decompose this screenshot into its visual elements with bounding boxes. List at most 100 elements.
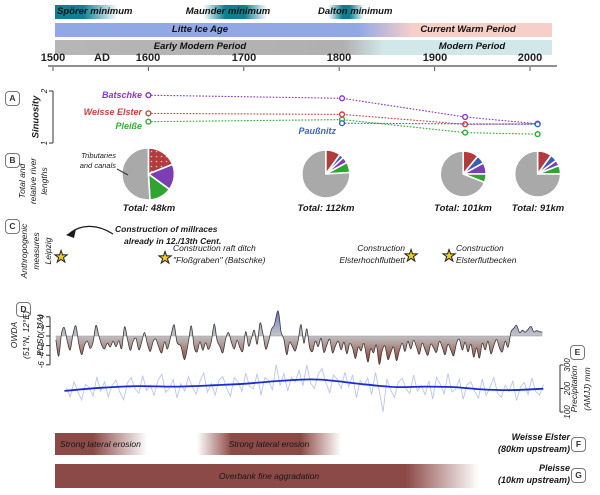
sinuosity-marker bbox=[462, 113, 469, 121]
pie-slice-dots bbox=[148, 147, 173, 174]
pie-total-1930: Total: 101km bbox=[434, 203, 492, 214]
pie-slice-tributaries-and-canals bbox=[121, 147, 151, 201]
sinuosity-marker bbox=[338, 95, 346, 102]
panel-badge-c: C bbox=[5, 219, 20, 234]
sinuosity-line bbox=[341, 122, 539, 125]
event-elsterhochflutbett-line2: Elsterhochflutbett bbox=[339, 255, 405, 265]
dalton-minimum-bar bbox=[328, 4, 364, 19]
series-label-batschke: Batschke bbox=[101, 90, 142, 100]
axis-label-2000: 2000 bbox=[517, 52, 543, 64]
sinuosity-marker bbox=[534, 120, 541, 127]
precipitation-axis-label: Precipitation bbox=[569, 365, 579, 413]
star-icon: ★ bbox=[157, 250, 173, 268]
sinuosity-line bbox=[147, 112, 539, 125]
axis-label-ad: AD bbox=[94, 52, 110, 64]
panel-badge-e: E bbox=[570, 345, 585, 360]
pie-slice-batschke bbox=[325, 156, 348, 175]
series-label-pleisse: Pleiße bbox=[115, 121, 142, 131]
erosion-bar-2-label: Strong lateral erosion bbox=[228, 439, 310, 449]
erosion-bar-1: Strong lateral erosion bbox=[55, 433, 150, 455]
pie-slice-batschke bbox=[536, 159, 560, 175]
axis-label-1600: 1600 bbox=[135, 52, 161, 64]
sinuosity-axis-label: Sinuosity bbox=[30, 95, 42, 139]
event-flossgraben-line2: "Floßgraben" (Batschke) bbox=[173, 255, 266, 265]
annotation-pointer bbox=[116, 168, 129, 176]
pdsi-area bbox=[55, 310, 543, 365]
sinuosity-marker bbox=[338, 120, 346, 127]
pie-total-2008: Total: 91km bbox=[511, 203, 565, 214]
pie-slice-pleisse bbox=[536, 164, 562, 175]
panel-badge-f: F bbox=[571, 437, 586, 452]
pie-slice-batschke bbox=[462, 162, 488, 175]
pie-slice-batschke bbox=[147, 163, 176, 191]
sinuosity-marker bbox=[534, 131, 541, 138]
maunder-minimum-bar bbox=[203, 4, 267, 19]
pie-slice-tributaries-and-canals bbox=[513, 150, 562, 198]
pie-slice-weisse-elster bbox=[536, 150, 552, 175]
pie-slice-paussnitz bbox=[462, 155, 485, 175]
precipitation-unit-label: (AMJJ) mm bbox=[582, 367, 592, 411]
axis-label-1900: 1900 bbox=[422, 52, 448, 64]
pie-slice-pleisse bbox=[147, 173, 171, 201]
sinuosity-marker bbox=[462, 121, 469, 128]
event-flossgraben-line1: Construction raft ditch bbox=[173, 243, 256, 253]
time-axis-line bbox=[48, 64, 557, 67]
pie-slice-weisse-elster bbox=[325, 149, 341, 175]
climate-period-bar bbox=[55, 22, 552, 37]
axis-label-1800: 1800 bbox=[326, 52, 352, 64]
star-icon: ★ bbox=[441, 248, 457, 266]
sinuosity-marker bbox=[338, 116, 346, 123]
culture-period-bar bbox=[55, 39, 552, 55]
panel-badge-b: B bbox=[5, 153, 20, 168]
series-label-paussnitz: Paußnitz bbox=[298, 126, 337, 136]
event-elsterhochflutbett-line1: Construction bbox=[357, 243, 405, 253]
pie-total-1800: Total: 112km bbox=[297, 203, 355, 214]
spoerer-minimum-label: Spörer minimum bbox=[57, 5, 133, 17]
pie-slice-paussnitz bbox=[536, 154, 557, 175]
sinuosity-line bbox=[147, 118, 539, 135]
panel-badge-d: D bbox=[16, 302, 31, 317]
panel-badge-g: G bbox=[571, 468, 586, 483]
tick-label: 1 bbox=[40, 141, 49, 145]
owda-label: OWDA bbox=[9, 321, 19, 349]
sinuosity-marker bbox=[338, 111, 346, 118]
early-modern-period-label: Early Modern Period bbox=[153, 41, 247, 52]
erosion-bar-1-label: Strong lateral erosion bbox=[60, 439, 141, 449]
pie-slice-tributaries-and-canals bbox=[439, 150, 486, 198]
dalton-minimum-label: Dalton minimum bbox=[318, 5, 393, 17]
panel-b-label-line3: lengths bbox=[39, 167, 49, 195]
pie-slice-pleisse bbox=[462, 173, 488, 184]
pie-slice-weisse-elster bbox=[147, 147, 174, 175]
tributaries-annotation-line2: and canals bbox=[79, 161, 116, 170]
panel-badge-a: A bbox=[5, 91, 20, 106]
little-ice-age-label: Litte Ice Age bbox=[171, 24, 229, 35]
precip-annual-line bbox=[65, 364, 544, 412]
series-label-weisse-elster: Weisse Elster bbox=[83, 107, 142, 117]
aggradation-bar: Overbank fine aggradation bbox=[55, 464, 483, 488]
pie-slice-weisse-elster bbox=[462, 150, 479, 175]
pdsi-axis-label: PDSI (JJA) bbox=[35, 313, 45, 357]
event-elsterflutbecken-line1: Construction bbox=[456, 243, 504, 253]
event-millraces-line1: Construction of millraces bbox=[115, 224, 218, 234]
tick-label: -6 bbox=[37, 361, 46, 369]
modern-period-label: Modern Period bbox=[438, 41, 506, 52]
spoerer-minimum-bar bbox=[55, 4, 118, 19]
pleisse-site-line1: Pleisse bbox=[538, 463, 570, 473]
star-icon: ★ bbox=[53, 249, 69, 267]
sinuosity-marker bbox=[145, 118, 152, 125]
pie-slice-tributaries-and-canals bbox=[301, 149, 351, 199]
panel-c-label-line2: measures bbox=[31, 232, 41, 270]
pie-slice-pleisse bbox=[325, 161, 351, 175]
panel-c-label-line3: Leipzig bbox=[43, 237, 53, 265]
sinuosity-marker bbox=[534, 120, 541, 127]
pie-slice-paussnitz bbox=[325, 153, 345, 175]
pie-total-1600: Total: 48km bbox=[122, 203, 176, 214]
current-warm-period-label: Current Warm Period bbox=[420, 24, 516, 35]
sinuosity-marker bbox=[462, 129, 469, 136]
axis-label-1500: 1500 bbox=[40, 52, 66, 64]
sinuosity-marker bbox=[145, 110, 152, 117]
aggradation-bar-label: Overbank fine aggradation bbox=[218, 471, 320, 481]
maunder-minimum-label: Maunder minimum bbox=[185, 5, 271, 17]
